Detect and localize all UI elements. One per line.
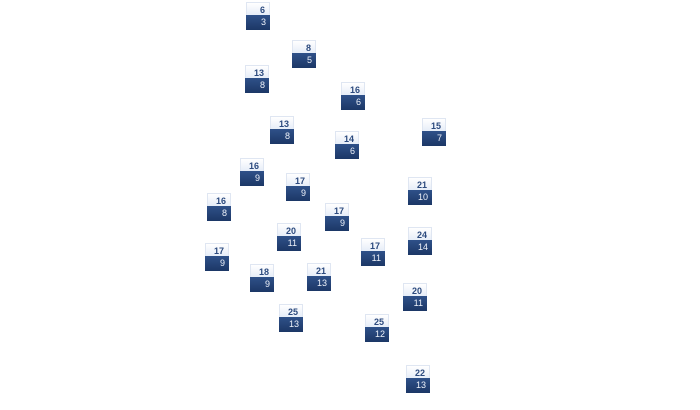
node[interactable]: 25 13 — [279, 304, 303, 332]
node-bottom-value: 12 — [365, 327, 389, 342]
node-top-value: 16 — [341, 82, 365, 95]
node[interactable]: 16 8 — [207, 193, 231, 221]
node[interactable]: 17 9 — [325, 203, 349, 231]
node[interactable]: 20 11 — [403, 283, 427, 311]
node-top-value: 8 — [292, 40, 316, 53]
node[interactable]: 24 14 — [408, 227, 432, 255]
node[interactable]: 17 9 — [205, 243, 229, 271]
node[interactable]: 25 12 — [365, 314, 389, 342]
node-top-value: 6 — [246, 2, 270, 15]
node-top-value: 17 — [286, 173, 310, 186]
node-bottom-value: 13 — [406, 378, 430, 393]
node-bottom-value: 8 — [270, 129, 294, 144]
node[interactable]: 15 7 — [422, 118, 446, 146]
node-bottom-value: 9 — [325, 216, 349, 231]
node-top-value: 25 — [279, 304, 303, 317]
node-top-value: 17 — [325, 203, 349, 216]
node-top-value: 13 — [245, 65, 269, 78]
node-bottom-value: 5 — [292, 53, 316, 68]
node-bottom-value: 6 — [341, 95, 365, 110]
node[interactable]: 13 8 — [245, 65, 269, 93]
node-bottom-value: 10 — [408, 190, 432, 205]
node-bottom-value: 9 — [205, 256, 229, 271]
node-top-value: 20 — [277, 223, 301, 236]
node-top-value: 22 — [406, 365, 430, 378]
node[interactable]: 22 13 — [406, 365, 430, 393]
node-top-value: 15 — [422, 118, 446, 131]
node[interactable]: 20 11 — [277, 223, 301, 251]
node-bottom-value: 8 — [207, 206, 231, 221]
node-bottom-value: 6 — [335, 144, 359, 159]
node-top-value: 25 — [365, 314, 389, 327]
node[interactable]: 18 9 — [250, 264, 274, 292]
node-top-value: 24 — [408, 227, 432, 240]
node-bottom-value: 3 — [246, 15, 270, 30]
node-top-value: 21 — [408, 177, 432, 190]
node-top-value: 17 — [205, 243, 229, 256]
node-bottom-value: 14 — [408, 240, 432, 255]
node[interactable]: 21 13 — [307, 263, 331, 291]
node[interactable]: 17 9 — [286, 173, 310, 201]
node-bottom-value: 11 — [361, 251, 385, 266]
node-top-value: 16 — [207, 193, 231, 206]
node-bottom-value: 9 — [286, 186, 310, 201]
node[interactable]: 17 11 — [361, 238, 385, 266]
node-bottom-value: 11 — [403, 296, 427, 311]
node[interactable]: 16 9 — [240, 158, 264, 186]
node-top-value: 17 — [361, 238, 385, 251]
node-bottom-value: 13 — [279, 317, 303, 332]
node-top-value: 13 — [270, 116, 294, 129]
node-bottom-value: 11 — [277, 236, 301, 251]
node[interactable]: 13 8 — [270, 116, 294, 144]
node-top-value: 16 — [240, 158, 264, 171]
node[interactable]: 16 6 — [341, 82, 365, 110]
node-top-value: 21 — [307, 263, 331, 276]
node-bottom-value: 7 — [422, 131, 446, 146]
node-bottom-value: 13 — [307, 276, 331, 291]
node-bottom-value: 9 — [240, 171, 264, 186]
node-bottom-value: 9 — [250, 277, 274, 292]
node-bottom-value: 8 — [245, 78, 269, 93]
node-top-value: 18 — [250, 264, 274, 277]
node-top-value: 14 — [335, 131, 359, 144]
node[interactable]: 21 10 — [408, 177, 432, 205]
node-top-value: 20 — [403, 283, 427, 296]
node[interactable]: 14 6 — [335, 131, 359, 159]
